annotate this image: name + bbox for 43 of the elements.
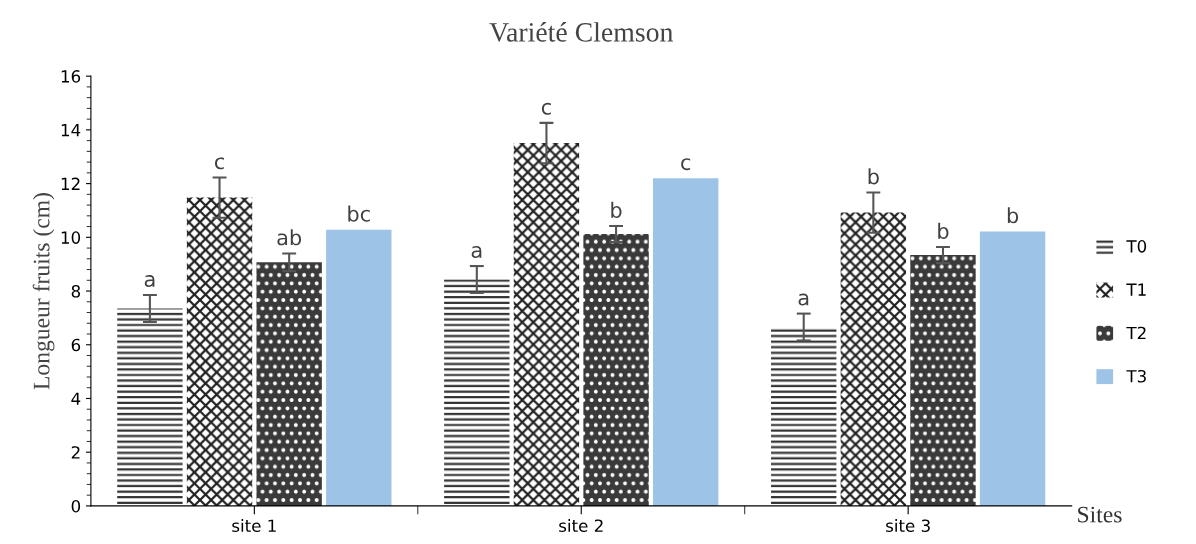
legend-label: T2 bbox=[1126, 326, 1146, 340]
bar bbox=[444, 279, 510, 506]
y-tick-label: 8 bbox=[71, 285, 81, 298]
data-label: a bbox=[144, 275, 155, 287]
legend-label: T0 bbox=[1126, 240, 1147, 253]
bar bbox=[771, 327, 837, 506]
data-label: b bbox=[868, 168, 879, 185]
data-label: b bbox=[938, 222, 949, 239]
y-tick-label: 6 bbox=[71, 338, 81, 352]
x-tick-label: site 1 bbox=[232, 519, 276, 533]
data-label: c bbox=[214, 157, 224, 170]
data-label: c bbox=[681, 158, 691, 171]
bar bbox=[326, 229, 392, 506]
bar bbox=[653, 178, 719, 506]
x-axis-title: Sites bbox=[1078, 506, 1122, 523]
bar bbox=[840, 212, 907, 506]
chart-title: Variété Clemson bbox=[489, 22, 674, 42]
legend-label: T3 bbox=[1126, 369, 1146, 383]
data-label: bc bbox=[348, 205, 370, 222]
legend-label: T1 bbox=[1126, 283, 1146, 296]
y-tick-label: 12 bbox=[61, 177, 80, 190]
bar bbox=[583, 234, 649, 506]
x-tick-label: site 2 bbox=[559, 519, 603, 533]
y-tick-label: 0 bbox=[71, 499, 81, 513]
bar bbox=[979, 231, 1046, 506]
data-label: a bbox=[471, 246, 482, 258]
y-tick-label: 2 bbox=[71, 446, 80, 459]
x-tick-label: site 3 bbox=[886, 519, 930, 533]
bar bbox=[186, 197, 253, 506]
data-label: a bbox=[798, 293, 809, 306]
data-label: c bbox=[541, 102, 551, 115]
bar bbox=[513, 143, 580, 506]
bar bbox=[256, 262, 322, 506]
y-tick-label: 16 bbox=[61, 70, 81, 83]
y-tick-label: 4 bbox=[71, 392, 81, 405]
data-label: b bbox=[611, 201, 622, 218]
data-label: ab bbox=[277, 229, 302, 246]
bar bbox=[117, 308, 183, 506]
y-tick-label: 14 bbox=[61, 124, 81, 137]
data-label: b bbox=[1007, 207, 1019, 224]
y-axis-title: Longueur fruits (cm) bbox=[32, 193, 55, 390]
bar bbox=[910, 255, 976, 506]
y-tick-label: 10 bbox=[61, 231, 81, 244]
